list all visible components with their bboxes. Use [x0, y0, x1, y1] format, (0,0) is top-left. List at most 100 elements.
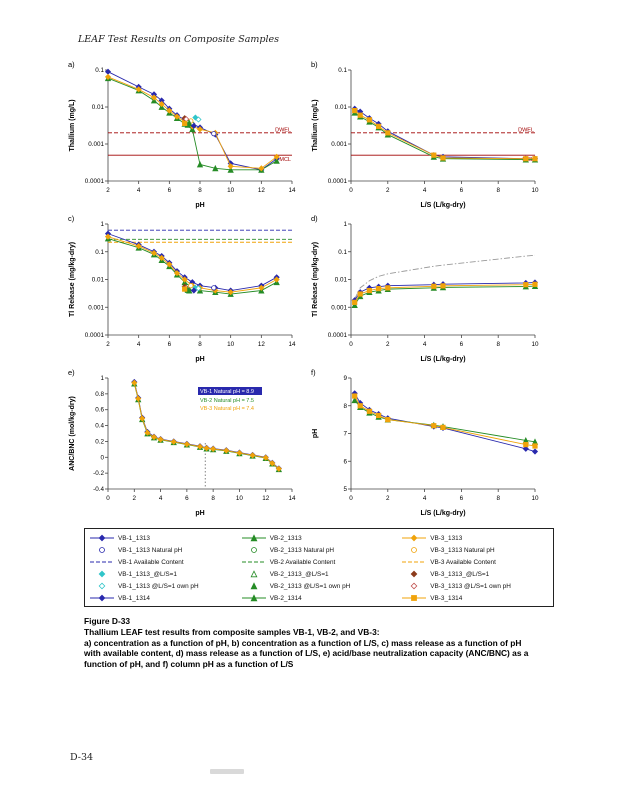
svg-text:0.6: 0.6: [95, 407, 104, 414]
svg-text:14: 14: [288, 341, 296, 348]
chart-svg-b: 0 2 4 6 8 10 0.1 0.01 0.001 0.0001 L/S (L/kg-dry) T…: [311, 60, 539, 209]
svg-text:0.001: 0.001: [88, 304, 104, 311]
legend-label: VB-2_1313_@L/S=1: [269, 570, 329, 578]
svg-text:8: 8: [198, 187, 202, 194]
svg-text:pH: pH: [195, 510, 204, 517]
svg-text:Tl Release (mg/kg-dry): Tl Release (mg/kg-dry): [312, 242, 319, 317]
svg-text:4: 4: [137, 187, 141, 194]
legend-label: VB-1_1313: [118, 534, 150, 542]
svg-text:0: 0: [106, 495, 110, 502]
legend-label: VB-1_1313 @L/S=1 own pH: [118, 582, 199, 590]
legend-item: VB-3 Available Content: [401, 556, 549, 568]
chart-panel-a: 2 4 6 8 10 12 14 0.1 0.01 0.001 0.0001 pH Thallium (…: [66, 58, 309, 212]
svg-text:1: 1: [100, 375, 104, 382]
legend-marker-icon: [99, 547, 105, 553]
legend-label: VB-3_1313 @L/S=1 own pH: [430, 582, 511, 590]
svg-text:4: 4: [423, 341, 427, 348]
svg-text:1: 1: [100, 221, 104, 228]
legend-label: VB-2 Available Content: [269, 558, 336, 566]
svg-text:2: 2: [106, 187, 110, 194]
legend-label: VB-2_1313 @L/S=1 own pH: [269, 582, 351, 590]
svg-text:-0.4: -0.4: [93, 486, 104, 493]
legend-item: VB-3_1313 @L/S=1 own pH: [401, 580, 549, 592]
svg-text:6: 6: [343, 458, 347, 465]
svg-text:d): d): [311, 214, 318, 223]
svg-text:0.2: 0.2: [95, 438, 104, 445]
legend-label: VB-1_1313 Natural pH: [118, 546, 183, 554]
legend-item: VB-2_1314: [241, 592, 398, 604]
svg-text:0.1: 0.1: [338, 67, 347, 74]
chart-svg-a: 2 4 6 8 10 12 14 0.1 0.01 0.001 0.0001 pH Thallium (…: [68, 60, 296, 209]
svg-text:L/S (L/kg-dry): L/S (L/kg-dry): [420, 202, 465, 209]
svg-text:a): a): [68, 60, 75, 69]
legend-marker-icon: [241, 594, 266, 602]
legend-label: VB-1 Available Content: [118, 558, 184, 566]
figure-label: Figure D-33: [84, 616, 131, 626]
svg-text:5: 5: [343, 486, 347, 493]
svg-text:12: 12: [258, 187, 266, 194]
svg-text:DWEL: DWEL: [518, 127, 534, 133]
legend-marker-icon: [250, 547, 257, 553]
svg-text:8: 8: [496, 187, 500, 194]
svg-text:-0.2: -0.2: [93, 470, 104, 477]
svg-text:0.001: 0.001: [331, 141, 347, 148]
svg-text:6: 6: [168, 187, 172, 194]
svg-text:0.01: 0.01: [335, 277, 348, 284]
svg-text:0.001: 0.001: [88, 141, 104, 148]
svg-text:Thallium (mg/L): Thallium (mg/L): [312, 99, 319, 151]
svg-text:4: 4: [423, 187, 427, 194]
legend-item: VB-1_1313_@L/S=1: [89, 568, 237, 580]
svg-text:0.01: 0.01: [335, 104, 348, 111]
legend-item: VB-1_1313: [89, 532, 237, 544]
svg-text:7: 7: [343, 431, 347, 438]
legend-marker-icon: [402, 561, 427, 563]
legend-marker-icon: [410, 570, 418, 578]
svg-text:0.01: 0.01: [92, 104, 105, 111]
legend-label: VB-3_1314: [430, 594, 463, 602]
legend-item: VB-2_1313: [241, 532, 398, 544]
chart-svg-c: 2 4 6 8 10 12 14 1 0.1 0.01 0.001 0.0001 pH Tl Releas…: [68, 214, 296, 363]
legend-marker-icon: [90, 534, 114, 542]
svg-text:2: 2: [386, 187, 390, 194]
svg-text:L/S (L/kg-dry): L/S (L/kg-dry): [420, 510, 465, 517]
legend-item: VB-1_1313 @L/S=1 own pH: [89, 580, 237, 592]
svg-text:0.1: 0.1: [95, 67, 104, 74]
svg-text:0: 0: [349, 341, 353, 348]
svg-text:8: 8: [343, 403, 347, 410]
svg-text:1: 1: [343, 221, 347, 228]
svg-text:pH: pH: [195, 356, 204, 363]
svg-text:0.001: 0.001: [331, 304, 347, 311]
legend-marker-icon: [241, 534, 266, 542]
legend-item: VB-2_1313 @L/S=1 own pH: [241, 580, 398, 592]
legend-marker-icon: [250, 570, 258, 578]
svg-text:12: 12: [258, 341, 266, 348]
legend-marker-icon: [90, 594, 114, 602]
svg-text:0.8: 0.8: [95, 391, 104, 398]
chart-svg-f: 0 2 4 6 8 10 9 8 7 6 5 L/S (L/kg-dry) pH f): [311, 368, 539, 517]
caption-title: Thallium LEAF test results from composit…: [84, 626, 380, 637]
legend-label: VB-3 Available Content: [430, 558, 496, 566]
svg-text:10: 10: [531, 495, 539, 502]
legend-marker-icon: [410, 582, 418, 590]
svg-text:0.0001: 0.0001: [328, 332, 348, 339]
svg-text:2: 2: [386, 341, 390, 348]
svg-text:pH: pH: [195, 202, 204, 209]
legend-label: VB-2_1313: [269, 534, 302, 542]
svg-text:2: 2: [386, 495, 390, 502]
chart-panel-c: 2 4 6 8 10 12 14 1 0.1 0.01 0.001 0.0001 pH Tl Releas…: [66, 212, 309, 366]
svg-text:e): e): [68, 368, 75, 377]
legend-label: VB-3_1313 Natural pH: [430, 546, 495, 554]
svg-text:8: 8: [198, 341, 202, 348]
svg-text:f): f): [311, 368, 316, 377]
legend-item: VB-3_1313_@L/S=1: [401, 568, 549, 580]
svg-text:0: 0: [349, 187, 353, 194]
legend-label: VB-3_1313_@L/S=1: [430, 570, 490, 578]
chart-svg-e: 0 2 4 6 8 10 12 14 1 0.8 0.6 0.4 0.2 0 -0.2 -0.4 pH ANC/B…: [68, 368, 296, 517]
legend-marker-icon: [241, 561, 266, 563]
svg-text:Tl Release (mg/kg-dry): Tl Release (mg/kg-dry): [69, 242, 76, 317]
legend-item: VB-3_1313 Natural pH: [401, 544, 549, 556]
legend-item: VB-1_1314: [89, 592, 237, 604]
svg-text:4: 4: [159, 495, 163, 502]
legend-label: VB-2_1313 Natural pH: [269, 546, 335, 554]
